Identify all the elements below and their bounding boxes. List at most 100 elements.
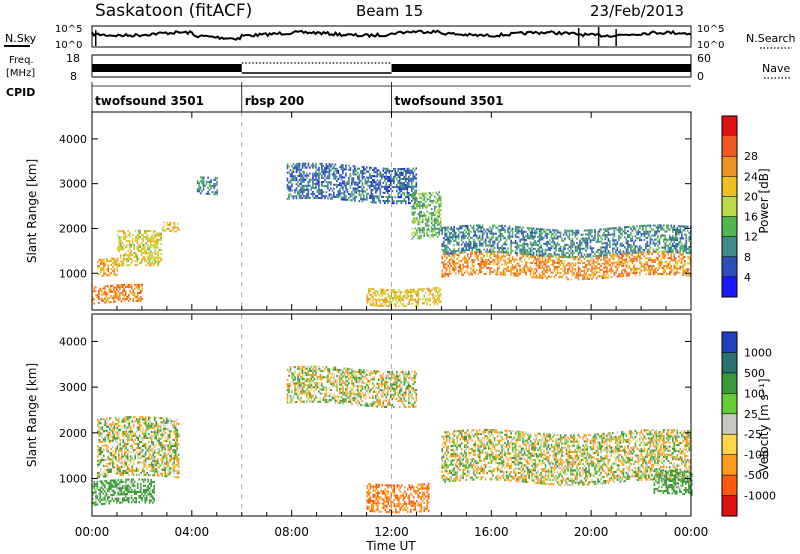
echo-cell — [516, 254, 518, 257]
echo-cell — [544, 257, 547, 260]
echo-cell — [450, 264, 452, 267]
echo-cell — [492, 244, 494, 247]
echo-cell — [153, 459, 156, 462]
echo-cell — [358, 179, 361, 182]
echo-cell — [610, 227, 613, 230]
echo-cell — [514, 266, 517, 269]
echo-cell — [444, 265, 446, 268]
echo-cell — [657, 263, 659, 265]
echo-cell — [131, 254, 134, 256]
echo-cell — [508, 253, 511, 256]
echo-cell — [663, 246, 665, 249]
echo-cell — [342, 198, 344, 201]
echo-cell — [537, 250, 539, 253]
echo-cell — [451, 262, 454, 265]
echo-cell — [125, 420, 127, 423]
echo-cell — [172, 222, 174, 225]
echo-cell — [112, 429, 114, 432]
echo-cell — [465, 235, 467, 238]
echo-cell — [654, 230, 656, 233]
echo-cell — [129, 432, 132, 435]
echo-cell — [130, 283, 133, 286]
echo-cell — [648, 259, 650, 262]
echo-cell — [648, 232, 650, 235]
echo-cell — [390, 184, 392, 186]
echo-cell — [405, 173, 407, 176]
echo-cell — [123, 469, 126, 472]
echo-cell — [369, 288, 372, 290]
echo-cell — [453, 240, 455, 242]
echo-cell — [412, 173, 415, 176]
echo-cell — [137, 233, 140, 236]
echo-cell — [684, 270, 686, 273]
echo-cell — [553, 243, 556, 246]
echo-cell — [166, 227, 168, 230]
echo-cell — [664, 253, 667, 255]
echo-cell — [643, 232, 646, 235]
echo-cell — [486, 250, 488, 253]
echo-cell — [107, 431, 110, 434]
echo-cell — [342, 170, 344, 173]
echo-cell — [122, 256, 125, 259]
echo-cell — [435, 219, 437, 222]
echo-cell — [119, 465, 122, 468]
echo-cell — [118, 236, 121, 239]
echo-cell — [375, 183, 377, 186]
echo-cell — [126, 467, 129, 470]
echo-cell — [607, 276, 610, 279]
echo-cell — [419, 192, 421, 195]
echo-cell — [621, 228, 623, 231]
echo-cell — [438, 227, 440, 230]
echo-cell — [139, 229, 141, 232]
echo-cell — [520, 244, 523, 247]
echo-cell — [135, 283, 137, 286]
echo-cell — [386, 301, 388, 304]
cpid-segment-label: twofsound 3501 — [95, 94, 204, 108]
echo-cell — [380, 292, 382, 295]
echo-cell — [144, 424, 147, 427]
echo-cell — [387, 202, 389, 205]
echo-cell — [544, 271, 547, 274]
echo-cell — [129, 416, 132, 419]
echo-cell — [395, 291, 397, 294]
echo-cell — [98, 463, 101, 466]
echo-cell — [639, 239, 641, 242]
echo-cell — [543, 236, 545, 239]
echo-cell — [655, 271, 658, 273]
echo-cell — [589, 253, 592, 256]
echo-cell — [134, 432, 136, 435]
echo-cell — [139, 262, 141, 265]
echo-cell — [143, 422, 145, 425]
echo-cell — [336, 196, 338, 198]
echo-cell — [322, 185, 325, 188]
echo-cell — [383, 288, 385, 291]
echo-cell — [116, 422, 119, 425]
echo-cell — [113, 294, 115, 297]
echo-cell — [149, 244, 152, 247]
echo-cell — [673, 271, 676, 274]
echo-cell — [475, 248, 478, 251]
echo-cell — [98, 296, 100, 298]
echo-cell — [513, 268, 515, 271]
echo-cell — [157, 250, 159, 253]
echo-cell — [321, 166, 323, 169]
echo-cell — [116, 427, 119, 430]
echo-cell — [529, 249, 532, 252]
echo-cell — [325, 181, 328, 184]
echo-cell — [387, 186, 389, 188]
echo-cell — [423, 198, 425, 201]
echo-cell — [157, 238, 159, 241]
echo-cell — [138, 440, 141, 443]
echo-cell — [609, 270, 611, 273]
echo-cell — [137, 469, 139, 472]
echo-cell — [417, 221, 420, 224]
echo-cell — [118, 264, 121, 267]
echo-cell — [141, 287, 143, 290]
echo-cell — [531, 245, 533, 248]
echo-cell — [657, 234, 659, 237]
echo-cell — [622, 258, 625, 261]
echo-cell — [603, 228, 605, 231]
echo-cell — [408, 200, 410, 202]
echo-cell — [140, 436, 142, 439]
echo-cell — [122, 284, 124, 287]
